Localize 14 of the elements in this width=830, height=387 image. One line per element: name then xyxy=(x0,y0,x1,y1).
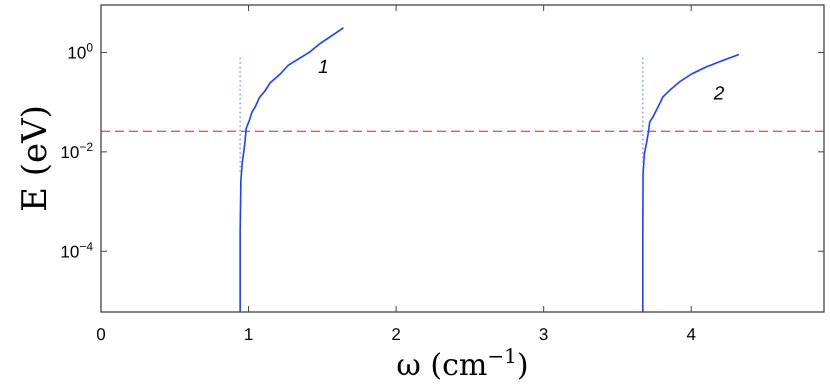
y-tick-label: 10$^{0}$ xyxy=(67,40,94,62)
x-tick-label: 1 xyxy=(244,325,254,344)
x-tick-label: 4 xyxy=(686,325,696,344)
line-series xyxy=(239,27,344,312)
series-label: 2 xyxy=(712,83,725,104)
x-tick-label: 2 xyxy=(391,325,401,344)
series-label: 1 xyxy=(318,56,329,78)
line-series xyxy=(642,54,740,312)
y-tick-label: 10$^{−2}$ xyxy=(60,140,94,162)
x-tick-label: 3 xyxy=(538,325,548,344)
x-tick-label: 0 xyxy=(96,325,106,344)
y-axis-title: E (eV) xyxy=(15,105,55,212)
y-tick-label: 10$^{−4}$ xyxy=(60,239,94,262)
x-axis-title: ω (cm$^{−1}$) xyxy=(396,344,529,383)
